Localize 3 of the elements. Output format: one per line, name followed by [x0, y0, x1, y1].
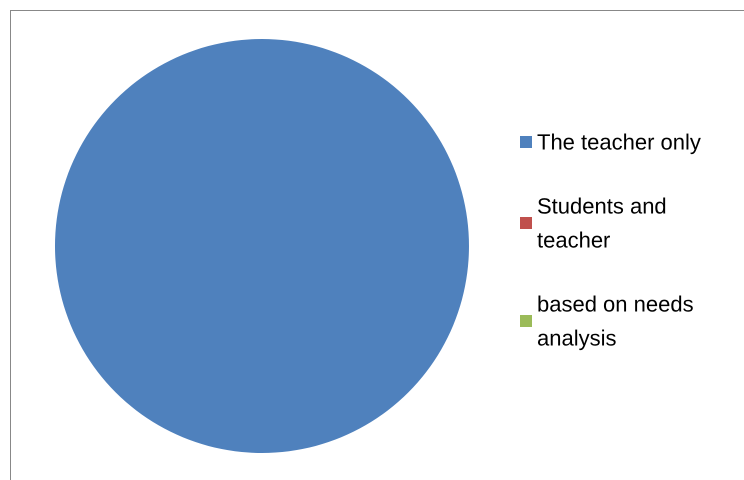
legend-label: The teacher only	[537, 130, 701, 154]
legend-label: Students and teacher	[537, 194, 673, 252]
legend-label: based on needs analysis	[537, 292, 700, 350]
